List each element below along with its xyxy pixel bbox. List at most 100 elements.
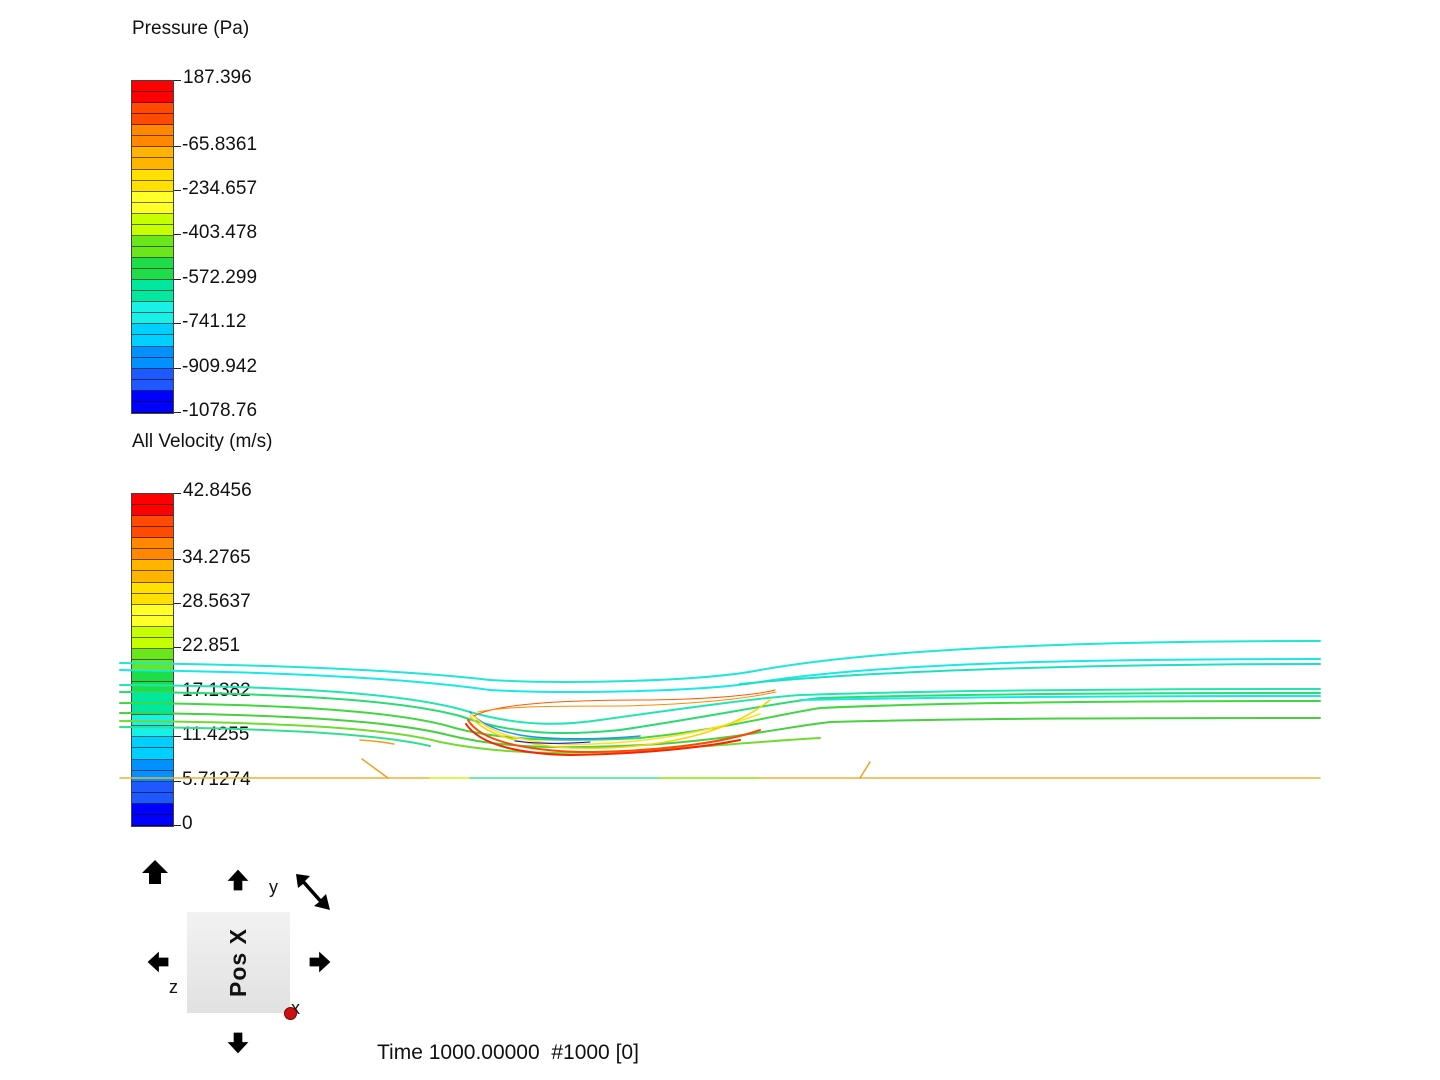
color-band	[132, 136, 173, 148]
velocity-tick-label: 28.5637	[182, 591, 251, 612]
pressure-legend-title: Pressure (Pa)	[132, 18, 250, 39]
velocity-color-bar	[131, 493, 174, 827]
pressure-tick-mark	[174, 412, 181, 413]
streamline	[119, 691, 1321, 735]
color-band	[132, 335, 173, 347]
color-band	[132, 103, 173, 115]
streamline	[469, 699, 771, 749]
color-band	[132, 571, 173, 583]
color-band	[132, 114, 173, 126]
color-band	[132, 313, 173, 325]
color-band	[132, 637, 173, 649]
color-band	[132, 191, 173, 203]
color-band	[132, 291, 173, 303]
velocity-tick-mark	[174, 736, 181, 737]
color-band	[132, 538, 173, 550]
color-band	[132, 792, 173, 804]
streamline	[467, 719, 761, 754]
rotate-right-button[interactable]	[307, 949, 333, 975]
streamline	[739, 663, 1321, 685]
color-band	[132, 803, 173, 815]
color-band	[132, 604, 173, 616]
axis-x-label: x	[291, 998, 300, 1018]
color-band	[132, 505, 173, 517]
color-band	[132, 593, 173, 605]
rotate-up-button[interactable]	[225, 867, 251, 893]
pressure-tick-label: -1078.76	[182, 400, 258, 421]
arrow-right-icon	[309, 951, 331, 973]
streamline	[471, 713, 761, 745]
color-band	[132, 280, 173, 292]
axis-y-label: y	[269, 877, 278, 897]
streamline	[465, 723, 741, 757]
rotate-left-button[interactable]	[145, 949, 171, 975]
velocity-tick-label: 22.851	[182, 635, 241, 656]
streamline	[859, 761, 871, 779]
color-band	[132, 516, 173, 528]
rotate-down-button[interactable]	[225, 1030, 251, 1056]
color-band	[132, 357, 173, 369]
pressure-tick-mark	[174, 234, 181, 235]
time-step-readout: Time 1000.00000 #1000 [0]	[377, 1041, 639, 1064]
color-band	[132, 390, 173, 402]
streamline	[469, 711, 641, 740]
pressure-tick-label: -909.942	[182, 356, 258, 377]
color-band	[132, 759, 173, 771]
zoom-fit-button[interactable]	[140, 857, 170, 887]
pressure-tick-mark	[174, 323, 181, 324]
axis-z-label: z	[169, 977, 178, 997]
streamline	[473, 689, 776, 717]
color-band	[132, 125, 173, 137]
color-band	[132, 527, 173, 539]
color-band	[132, 169, 173, 181]
pressure-tick-label: 187.396	[183, 67, 252, 88]
velocity-tick-label: 42.8456	[183, 480, 252, 501]
view-cube-face[interactable]: Pos X	[187, 912, 290, 1013]
streamline	[514, 740, 591, 744]
streamline	[119, 700, 1321, 741]
velocity-legend-title: All Velocity (m/s)	[132, 431, 273, 452]
color-band	[132, 648, 173, 660]
color-band	[132, 269, 173, 281]
color-band	[132, 626, 173, 638]
color-band	[132, 748, 173, 760]
color-band	[132, 368, 173, 380]
pressure-tick-label: -65.8361	[182, 134, 258, 155]
color-band	[132, 549, 173, 561]
color-band	[132, 582, 173, 594]
pressure-tick-mark	[174, 190, 181, 191]
streamline	[119, 712, 1321, 749]
diagonal-arrows-icon	[296, 874, 330, 910]
streamline	[799, 695, 1321, 701]
streamline	[477, 691, 777, 713]
color-band	[132, 258, 173, 270]
streamline	[119, 640, 1321, 683]
velocity-tick-label: 5.71274	[182, 769, 251, 790]
streamline	[119, 658, 1321, 693]
color-band	[132, 302, 173, 314]
pressure-tick-label: -572.299	[182, 267, 258, 288]
color-band	[132, 560, 173, 572]
color-band	[132, 401, 173, 413]
arrow-up-icon	[227, 869, 249, 891]
velocity-tick-label: 0	[182, 813, 193, 834]
color-band	[132, 379, 173, 391]
rotate-diagonal-button[interactable]	[294, 872, 332, 912]
color-band	[132, 224, 173, 236]
pressure-tick-mark	[174, 146, 181, 147]
color-band	[132, 671, 173, 683]
origin-marker	[284, 1007, 297, 1020]
color-band	[132, 213, 173, 225]
color-band	[132, 235, 173, 247]
velocity-tick-mark	[174, 493, 181, 494]
velocity-tick-label: 34.2765	[182, 547, 251, 568]
color-band	[132, 81, 173, 93]
color-band	[132, 704, 173, 716]
pressure-color-bar	[131, 80, 174, 414]
color-band	[132, 737, 173, 749]
velocity-tick-mark	[174, 647, 181, 648]
pressure-tick-mark	[174, 80, 181, 81]
color-band	[132, 202, 173, 214]
home-up-arrow-icon	[142, 860, 168, 884]
